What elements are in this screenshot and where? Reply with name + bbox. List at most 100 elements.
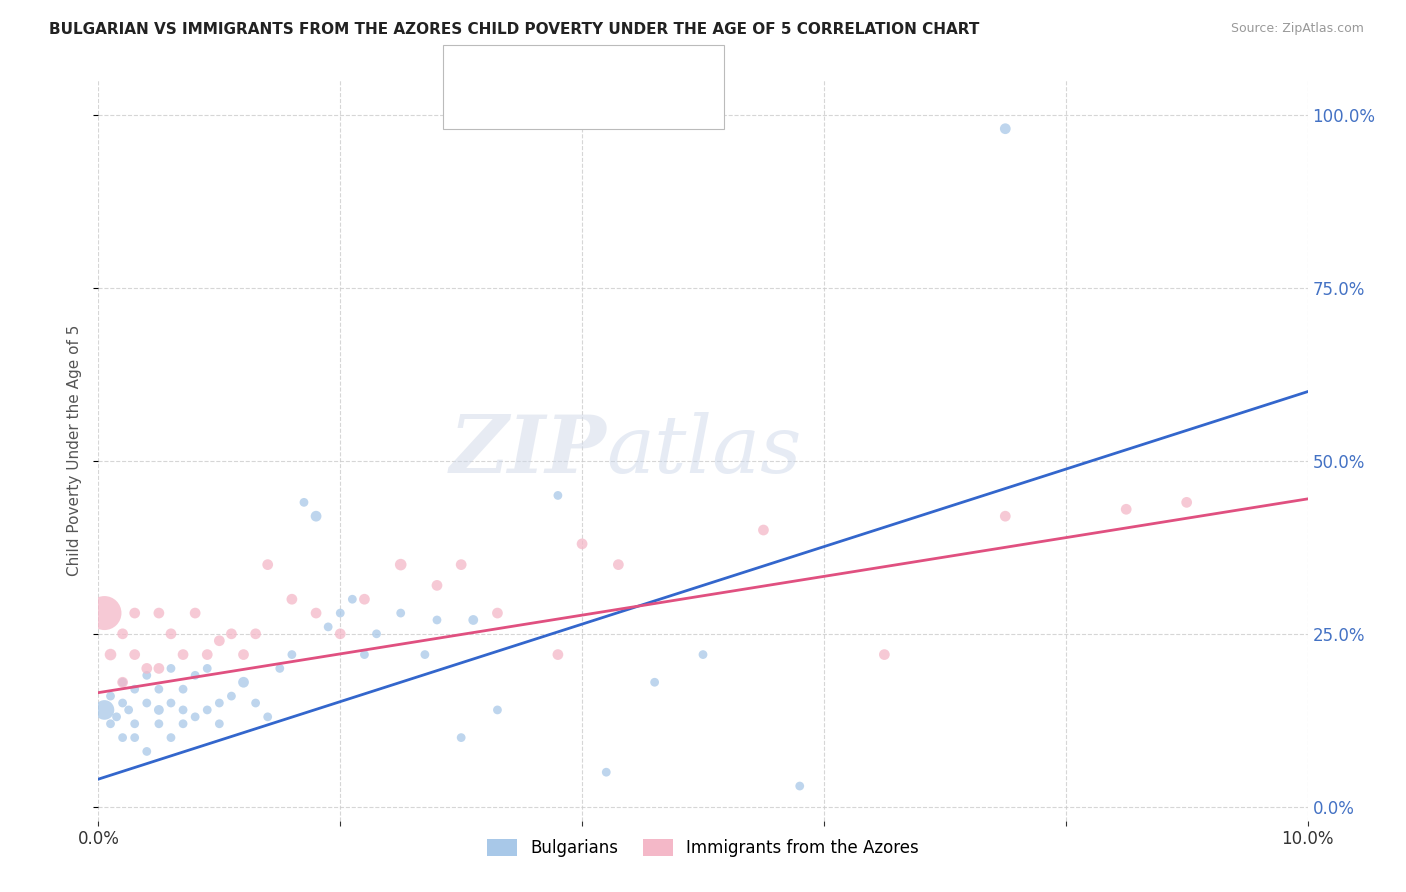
Text: 0.650: 0.650 <box>527 94 579 112</box>
Point <box>184 668 207 682</box>
Point <box>135 744 157 758</box>
Point <box>135 696 157 710</box>
Text: Source: ZipAtlas.com: Source: ZipAtlas.com <box>1230 22 1364 36</box>
Point <box>305 606 328 620</box>
Point <box>135 668 157 682</box>
Text: N =: N = <box>575 94 623 112</box>
Point <box>281 592 304 607</box>
Point <box>269 661 291 675</box>
Point <box>124 731 146 745</box>
Point <box>135 661 157 675</box>
Point <box>148 703 170 717</box>
Point <box>148 716 170 731</box>
Point <box>111 675 134 690</box>
Point <box>644 675 666 690</box>
Point <box>148 606 170 620</box>
Point <box>221 627 243 641</box>
Point <box>256 710 278 724</box>
Point <box>100 648 122 662</box>
Text: 0.485: 0.485 <box>527 55 579 73</box>
Point <box>232 648 254 662</box>
Point <box>111 627 134 641</box>
Point <box>172 682 194 697</box>
Point <box>118 703 141 717</box>
Point <box>595 765 617 780</box>
Point <box>752 523 775 537</box>
Point <box>93 606 115 620</box>
Point <box>100 689 122 703</box>
Point <box>994 121 1017 136</box>
Point <box>195 703 218 717</box>
Point <box>413 648 436 662</box>
Point <box>221 689 243 703</box>
Point <box>160 696 183 710</box>
Point <box>486 606 509 620</box>
Point <box>172 716 194 731</box>
Point <box>873 648 896 662</box>
Point <box>571 537 593 551</box>
Text: R =: R = <box>488 94 524 112</box>
Point <box>124 648 146 662</box>
Point <box>366 627 388 641</box>
Point <box>124 606 146 620</box>
Point <box>292 495 315 509</box>
Point <box>353 592 375 607</box>
Point <box>208 633 231 648</box>
Point <box>148 661 170 675</box>
Point <box>124 682 146 697</box>
Point <box>160 627 183 641</box>
Point <box>692 648 714 662</box>
Point <box>93 703 115 717</box>
Point <box>789 779 811 793</box>
Point <box>316 620 339 634</box>
Point <box>245 696 267 710</box>
Point <box>486 703 509 717</box>
Point <box>160 731 183 745</box>
Point <box>172 703 194 717</box>
Y-axis label: Child Poverty Under the Age of 5: Child Poverty Under the Age of 5 <box>67 325 83 576</box>
Point <box>329 627 352 641</box>
Point <box>195 661 218 675</box>
Point <box>994 509 1017 524</box>
Text: BULGARIAN VS IMMIGRANTS FROM THE AZORES CHILD POVERTY UNDER THE AGE OF 5 CORRELA: BULGARIAN VS IMMIGRANTS FROM THE AZORES … <box>49 22 980 37</box>
Point <box>184 606 207 620</box>
Point <box>111 696 134 710</box>
Point <box>389 558 412 572</box>
Point <box>463 613 485 627</box>
Text: ZIP: ZIP <box>450 412 606 489</box>
Point <box>124 716 146 731</box>
Point <box>1175 495 1198 509</box>
Point <box>389 606 412 620</box>
Point <box>450 731 472 745</box>
Point <box>256 558 278 572</box>
Point <box>160 661 183 675</box>
Point <box>426 613 449 627</box>
Point <box>547 488 569 502</box>
Point <box>305 509 328 524</box>
Point <box>547 648 569 662</box>
Point <box>232 675 254 690</box>
Point <box>208 716 231 731</box>
Point <box>450 558 472 572</box>
Point <box>607 558 630 572</box>
Point <box>342 592 364 607</box>
Text: 38: 38 <box>614 94 637 112</box>
Text: atlas: atlas <box>606 412 801 489</box>
Point <box>329 606 352 620</box>
Point <box>1115 502 1137 516</box>
Point <box>426 578 449 592</box>
Point <box>172 648 194 662</box>
Legend: Bulgarians, Immigrants from the Azores: Bulgarians, Immigrants from the Azores <box>479 832 927 864</box>
Point <box>184 710 207 724</box>
Point <box>281 648 304 662</box>
Point <box>100 716 122 731</box>
Text: N =: N = <box>575 55 623 73</box>
Point <box>148 682 170 697</box>
Point <box>245 627 267 641</box>
Point <box>105 710 128 724</box>
Point <box>111 731 134 745</box>
Text: R =: R = <box>488 55 524 73</box>
Point <box>111 675 134 690</box>
Point <box>353 648 375 662</box>
Text: 54: 54 <box>614 55 637 73</box>
